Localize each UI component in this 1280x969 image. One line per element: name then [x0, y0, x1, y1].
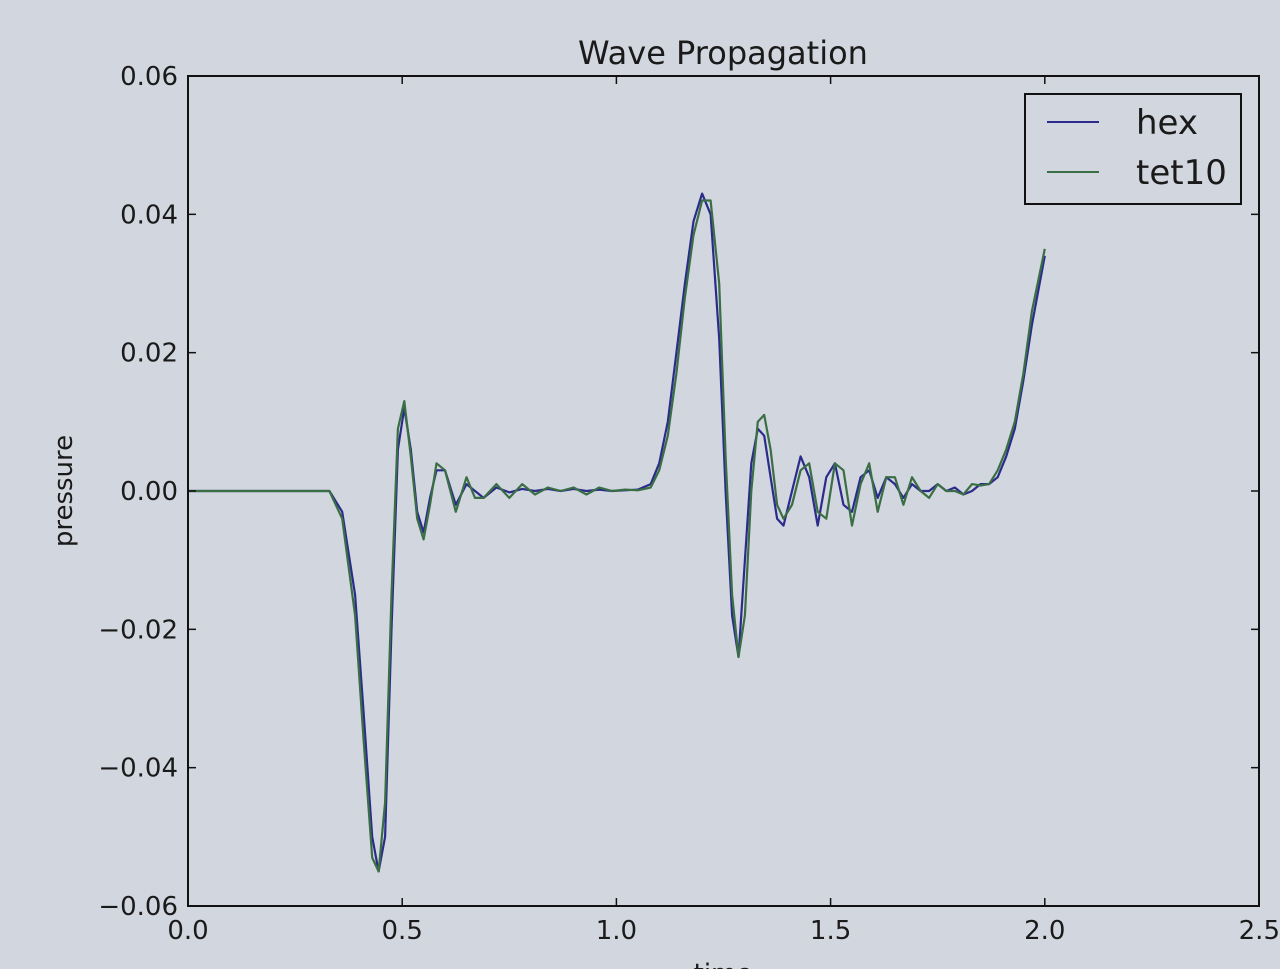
series-layer — [188, 192, 1046, 873]
y-tick-label: −0.02 — [98, 615, 178, 645]
y-tick-label: 0.00 — [120, 477, 178, 507]
series-line-hex — [188, 192, 1046, 873]
y-tick-label: 0.02 — [120, 339, 178, 369]
y-tick-label: −0.06 — [98, 892, 178, 922]
x-tick-label: 2.5 — [1239, 916, 1280, 946]
y-axis-title: pressure — [49, 435, 79, 547]
x-tick-label: 0.0 — [167, 916, 208, 946]
chart-title: Wave Propagation — [578, 34, 868, 72]
series-line-tet10 — [188, 199, 1046, 873]
legend-label-hex: hex — [1136, 103, 1198, 143]
x-tick-label: 2.0 — [1024, 916, 1065, 946]
x-tick-label: 0.5 — [382, 916, 423, 946]
x-tick-label: 1.0 — [596, 916, 637, 946]
tick-layer: 0.0 0.5 1.0 1.5 2.0 2.5 0.06 0.04 0.02 0.00 −0.02 −… — [98, 62, 1280, 946]
y-tick-label: 0.06 — [120, 62, 178, 92]
legend: hex tet10 — [1024, 93, 1242, 205]
legend-label-tet10: tet10 — [1136, 153, 1227, 193]
plot-frame — [187, 75, 1260, 907]
y-tick-label: −0.04 — [98, 754, 178, 784]
x-axis-title: time — [694, 959, 753, 969]
legend-box — [1024, 93, 1242, 205]
y-tick-label: 0.04 — [120, 200, 178, 230]
x-tick-label: 1.5 — [810, 916, 851, 946]
